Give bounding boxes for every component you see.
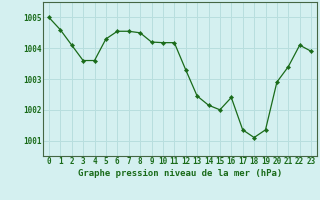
X-axis label: Graphe pression niveau de la mer (hPa): Graphe pression niveau de la mer (hPa)	[78, 169, 282, 178]
